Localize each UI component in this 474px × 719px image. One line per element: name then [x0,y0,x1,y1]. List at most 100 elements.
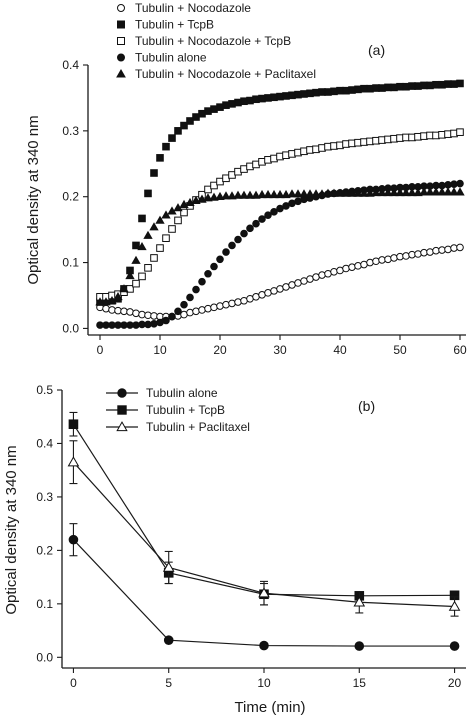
data-point [258,215,266,223]
data-point-shape [156,244,164,252]
data-point-shape [323,188,333,197]
data-point [204,185,212,194]
data-point [149,222,159,231]
data-point-shape [269,189,279,199]
data-point-shape [455,187,465,196]
data-point [168,225,176,233]
data-point-shape [68,534,79,545]
data-point [234,235,242,244]
data-point-shape [180,300,188,309]
y-tick-label: 0.5 [36,383,53,397]
data-point-shape [240,229,248,238]
data-point-shape [258,587,270,598]
data-point [155,215,165,224]
x-tick-label: 30 [273,343,287,357]
panel-a-ticks: 0 10 20 30 40 50 60 0.0 0.1 0.2 0.3 0.4 [62,58,467,357]
data-point [192,307,200,316]
data-point [426,248,434,256]
data-point [162,316,170,325]
data-point-shape [161,210,171,219]
data-point [162,561,175,572]
data-point-shape [204,269,212,278]
data-point [132,309,140,318]
panel-b-legend: Tubulin alone Tubulin + TcpB Tubulin + Pac… [106,386,250,434]
y-tick-label: 0.2 [62,190,79,204]
legend-marker [117,4,125,12]
data-point [132,241,140,250]
data-point [455,187,465,196]
data-point-shape [186,117,194,125]
data-point [305,189,315,198]
data-point [431,187,441,196]
data-point [414,250,422,258]
data-point-shape [365,188,375,197]
data-point [371,187,381,197]
data-point [318,271,326,279]
data-point [354,641,365,651]
data-point [449,641,460,651]
data-point [263,189,273,199]
data-point-shape [413,187,423,197]
data-point-shape [348,263,356,271]
data-point [354,262,362,270]
data-point [372,257,380,266]
series-b-0 [68,523,460,651]
data-point [413,187,423,197]
x-tick-label: 10 [153,343,167,357]
data-point [293,189,303,198]
data-point [342,264,350,273]
y-tick-label: 0.0 [62,321,79,335]
y-tick-label: 0.1 [62,256,79,270]
legend-label: Tubulin alone [135,51,207,65]
data-point [264,211,272,219]
legend-label: Tubulin + TcpB [135,18,214,32]
data-point [402,252,410,260]
data-point [186,293,194,302]
data-point-shape [228,299,236,308]
data-point-shape [168,225,176,233]
data-point-shape [192,307,200,316]
data-point-shape [245,190,255,199]
legend-label: Tubulin + Nocodazole [135,1,251,15]
data-point [107,295,117,305]
data-point-shape [443,187,453,196]
data-point [449,187,459,196]
data-point [132,279,140,288]
data-point-shape [414,250,422,258]
data-point [365,188,375,197]
legend-label: Tubulin + Nocodazole + Paclitaxel [135,67,316,81]
data-point [443,187,453,196]
data-point [156,154,164,162]
data-point-shape [150,254,158,262]
data-point [150,320,158,328]
data-point [252,219,260,228]
data-point [270,208,278,216]
x-tick-label: 20 [448,676,462,690]
data-point [341,188,351,197]
data-point-shape [275,189,285,199]
data-point-shape [227,191,237,200]
series-b-2 [67,440,461,617]
data-point-shape [426,248,434,256]
data-point-shape [354,641,365,651]
data-point-shape [335,188,345,197]
data-point [407,187,417,197]
data-point-shape [234,298,242,306]
data-point-shape [210,303,218,312]
data-point [377,187,387,197]
legend-marker [117,405,127,415]
data-point [239,190,249,199]
data-point-shape [203,193,213,202]
data-point-shape [119,284,129,293]
legend-marker [116,421,128,432]
data-point-shape [162,234,170,242]
data-point-shape [347,188,357,197]
data-point [125,270,135,280]
data-point [180,300,188,309]
data-point-shape [162,561,175,572]
data-point-shape [102,304,110,313]
data-point-shape [163,635,174,646]
legend-label: Tubulin alone [146,386,218,400]
legend-marker [116,68,126,78]
data-point-shape [137,241,147,251]
